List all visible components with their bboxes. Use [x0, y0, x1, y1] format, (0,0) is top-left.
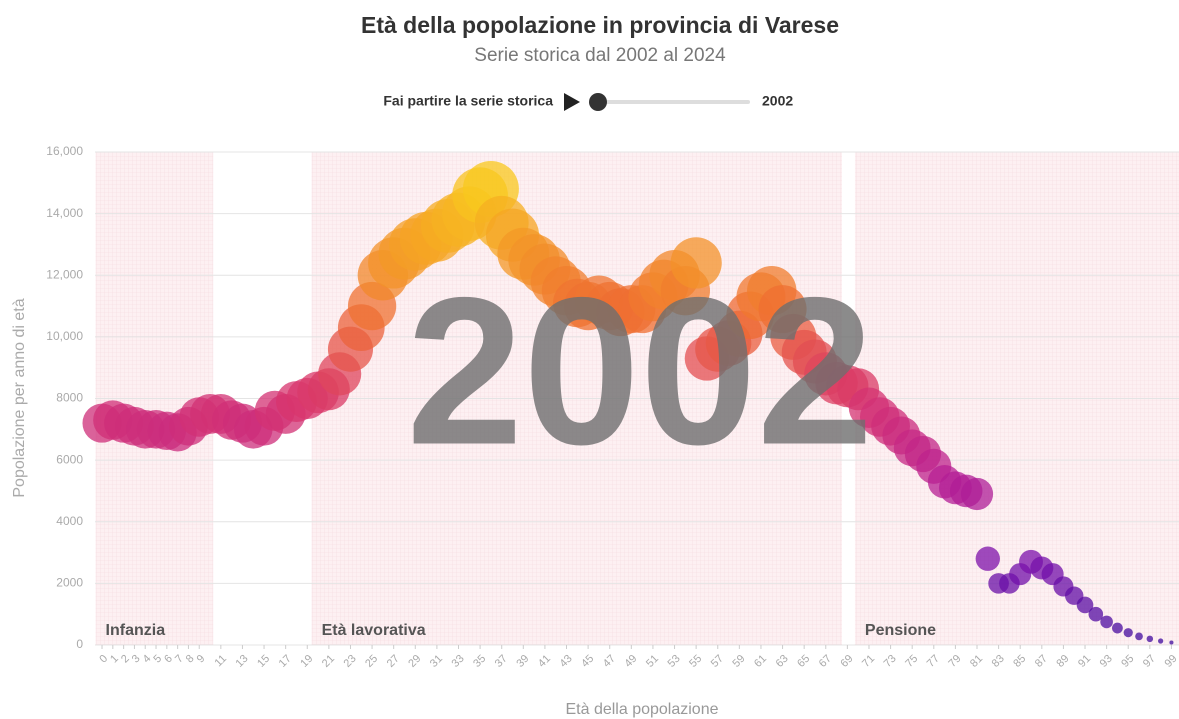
- bubble: [1146, 635, 1154, 643]
- x-tick-label: 7: [173, 653, 186, 666]
- y-tick-label: 8000: [56, 391, 83, 405]
- bubble: [1158, 638, 1164, 644]
- x-tick-label: 69: [838, 653, 855, 670]
- x-tick-label: 77: [925, 653, 942, 670]
- y-tick-label: 0: [76, 637, 83, 651]
- bubble: [1076, 596, 1094, 614]
- x-tick-label: 65: [795, 653, 812, 670]
- x-tick-label: 2: [119, 653, 132, 666]
- x-tick-label: 87: [1033, 653, 1050, 670]
- x-tick-label: 75: [903, 653, 920, 670]
- bubble: [1100, 615, 1113, 629]
- x-tick-label: 11: [212, 653, 229, 670]
- bubble: [670, 237, 722, 289]
- x-tick-label: 43: [558, 653, 575, 670]
- x-tick-label: 9: [195, 653, 208, 666]
- x-tick-label: 23: [342, 653, 359, 670]
- play-button[interactable]: [564, 93, 580, 111]
- x-tick-label: 6: [162, 653, 175, 666]
- x-tick-label: 37: [493, 653, 510, 670]
- x-tick-label: 93: [1098, 653, 1115, 670]
- x-tick-label: 8: [184, 653, 197, 666]
- x-tick-label: 21: [320, 653, 337, 670]
- x-tick-label: 97: [1141, 653, 1158, 670]
- bubble: [1135, 632, 1143, 641]
- slider-year: 2002: [762, 93, 793, 109]
- x-tick-label: 55: [687, 653, 704, 670]
- region-label: Pensione: [865, 622, 936, 639]
- y-tick-label: 12,000: [46, 267, 83, 281]
- x-tick-label: 49: [622, 653, 639, 670]
- x-tick-label: 45: [579, 653, 596, 670]
- bubble: [1123, 628, 1133, 638]
- x-tick-label: 63: [774, 653, 791, 670]
- x-tick-label: 4: [141, 653, 154, 666]
- x-tick-label: 61: [752, 653, 769, 670]
- x-tick-label: 17: [277, 653, 294, 670]
- x-tick-label: 0: [97, 653, 110, 666]
- x-axis-label: Età della popolazione: [565, 701, 718, 718]
- x-tick-label: 53: [666, 653, 683, 670]
- x-tick-label: 95: [1119, 653, 1136, 670]
- x-tick-label: 85: [1011, 653, 1028, 670]
- x-tick-label: 71: [860, 653, 877, 670]
- x-tick-label: 13: [233, 653, 250, 670]
- x-tick-label: 31: [428, 653, 445, 670]
- y-axis-label: Popolazione per anno di età: [11, 298, 28, 497]
- x-tick-label: 51: [644, 653, 661, 670]
- x-tick-label: 25: [363, 653, 380, 670]
- year-watermark: 2002: [406, 253, 873, 488]
- x-tick-label: 1: [108, 653, 121, 666]
- x-tick-label: 57: [709, 653, 726, 670]
- x-tick-label: 89: [1054, 653, 1071, 670]
- x-tick-label: 91: [1076, 653, 1093, 670]
- x-tick-label: 47: [601, 653, 618, 670]
- x-tick-label: 99: [1162, 653, 1179, 670]
- x-tick-label: 5: [151, 653, 164, 666]
- x-tick-label: 67: [817, 653, 834, 670]
- x-tick-label: 39: [514, 653, 531, 670]
- x-tick-label: 35: [471, 653, 488, 670]
- x-tick-label: 19: [298, 653, 315, 670]
- y-tick-label: 16,000: [46, 144, 83, 158]
- region-label: Infanzia: [106, 622, 166, 639]
- y-tick-label: 2000: [56, 576, 83, 590]
- y-tick-label: 6000: [56, 452, 83, 466]
- bubble: [1169, 640, 1174, 645]
- plot-area: Infanzia Età lavorativa Pensione 0 2000 4000 6…: [46, 144, 1179, 670]
- bubble: [1112, 622, 1123, 634]
- region-label: Età lavorativa: [322, 622, 426, 639]
- x-tick-label: 73: [882, 653, 899, 670]
- x-tick-label: 59: [730, 653, 747, 670]
- y-tick-label: 14,000: [46, 206, 83, 220]
- y-tick-label: 4000: [56, 514, 83, 528]
- control-label: Fai partire la serie storica: [383, 93, 553, 109]
- x-tick-label: 41: [536, 653, 553, 670]
- chart-subtitle: Serie storica dal 2002 al 2024: [474, 45, 726, 66]
- x-tick-label: 83: [990, 653, 1007, 670]
- x-tick-label: 15: [255, 653, 272, 670]
- x-tick-label: 81: [968, 653, 985, 670]
- x-tick-label: 27: [385, 653, 402, 670]
- x-tick-label: 33: [450, 653, 467, 670]
- bubble: [1088, 606, 1104, 622]
- bubble: [960, 477, 994, 511]
- x-tick-label: 29: [406, 653, 423, 670]
- x-tick-label: 79: [946, 653, 963, 670]
- slider-handle[interactable]: [589, 93, 607, 111]
- bubble: [975, 546, 1000, 571]
- y-tick-label: 10,000: [46, 329, 83, 343]
- x-tick-label: 3: [130, 653, 143, 666]
- chart-title: Età della popolazione in provincia di Va…: [361, 12, 839, 38]
